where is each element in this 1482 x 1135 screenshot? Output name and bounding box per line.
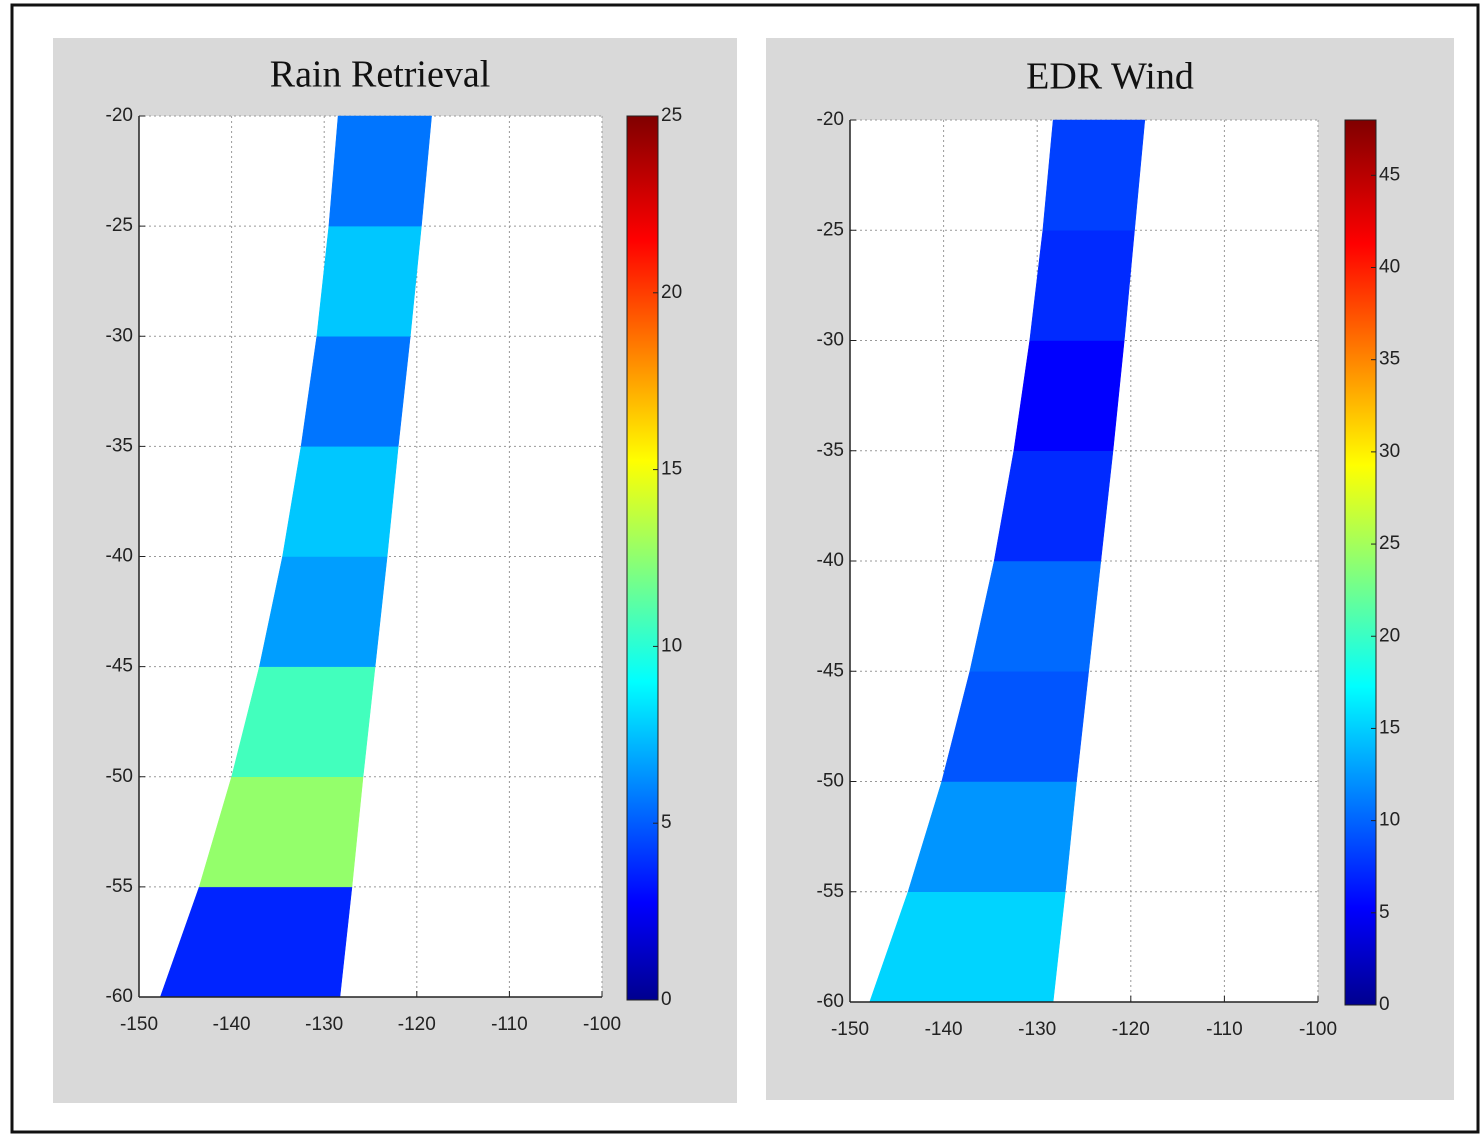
chart-title: EDR Wind	[1026, 56, 1194, 98]
swath-cell	[300, 336, 411, 447]
x-tick-label: -140	[213, 1014, 251, 1035]
colorbar-tick-label: 10	[661, 635, 682, 656]
y-tick-label: -25	[817, 219, 844, 240]
colorbar-tick-label: 45	[1379, 164, 1400, 185]
x-tick-label: -140	[925, 1019, 963, 1040]
colorbar-tick-label: 10	[1379, 810, 1400, 831]
y-tick-label: -25	[106, 215, 133, 236]
x-tick-label: -150	[831, 1019, 869, 1040]
swath-cell	[316, 225, 422, 337]
colorbar-tick-label: 35	[1379, 349, 1400, 370]
chart-title: Rain Retrieval	[270, 54, 491, 96]
y-tick-label: -45	[817, 660, 844, 681]
colorbar-tick-label: 40	[1379, 257, 1400, 278]
x-tick-label: -150	[120, 1014, 158, 1035]
colorbar-tick-label: 25	[1379, 533, 1400, 554]
x-tick-label: -120	[1112, 1019, 1150, 1040]
colorbar-tick-label: 0	[1379, 994, 1390, 1015]
y-tick-label: -30	[817, 330, 844, 351]
colorbar-tick-label: 20	[661, 282, 682, 303]
swath-cell	[282, 446, 399, 557]
colorbar-tick-label: 5	[1379, 902, 1390, 923]
x-tick-label: -100	[583, 1014, 621, 1035]
y-tick-label: -20	[817, 109, 844, 130]
x-tick-label: -130	[305, 1014, 343, 1035]
y-tick-label: -60	[106, 986, 133, 1007]
colorbar-tick-label: 5	[661, 812, 672, 833]
swath-cell	[993, 450, 1114, 562]
colorbar-tick-label: 20	[1379, 625, 1400, 646]
colorbar-tick-label: 30	[1379, 441, 1400, 462]
swath-cell	[1013, 340, 1125, 451]
x-tick-label: -110	[491, 1014, 528, 1035]
colorbar-tick-label: 25	[661, 105, 682, 126]
y-tick-label: -40	[817, 550, 844, 571]
colorbar	[626, 115, 659, 1001]
y-tick-label: -40	[106, 546, 133, 567]
y-tick-label: -35	[817, 440, 844, 461]
y-tick-label: -20	[106, 105, 133, 126]
swath-cell	[328, 115, 432, 227]
swath-cell	[1042, 119, 1146, 231]
y-tick-label: -50	[817, 771, 844, 792]
y-tick-label: -35	[106, 435, 133, 456]
x-tick-label: -120	[398, 1014, 436, 1035]
y-tick-label: -30	[106, 325, 133, 346]
y-tick-label: -50	[106, 766, 133, 787]
colorbar-tick-label: 15	[1379, 717, 1400, 738]
colorbar-tick-label: 15	[661, 459, 682, 480]
y-tick-label: -55	[817, 881, 844, 902]
y-tick-label: -55	[106, 876, 133, 897]
swath-cell	[1029, 230, 1135, 341]
x-tick-label: -100	[1299, 1019, 1337, 1040]
x-tick-label: -110	[1206, 1019, 1243, 1040]
y-tick-label: -60	[817, 991, 844, 1012]
colorbar	[1344, 119, 1377, 1006]
y-tick-label: -45	[106, 656, 133, 677]
colorbar-tick-label: 0	[661, 989, 672, 1010]
x-tick-label: -130	[1018, 1019, 1056, 1040]
